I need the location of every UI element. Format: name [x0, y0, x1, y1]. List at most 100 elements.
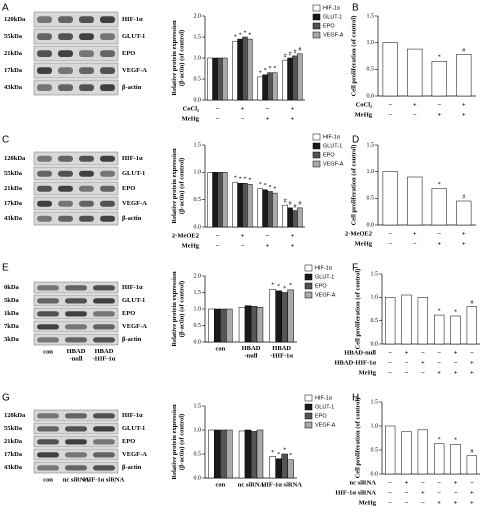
blot-band: [79, 170, 94, 177]
significance-mark: *: [234, 176, 237, 182]
bar: [257, 76, 263, 101]
condition-sign: +: [470, 489, 474, 496]
molecular-weight: 17kDa: [4, 451, 23, 458]
blot-strip: [33, 181, 119, 196]
legend-swatch: [304, 412, 313, 420]
molecular-weight: 21kDa: [4, 438, 23, 445]
protein-label: GLUT-1: [122, 170, 145, 177]
condition-label: MeHg: [182, 115, 200, 122]
blot-band: [65, 285, 87, 291]
blot-band: [100, 84, 115, 92]
bar: [275, 290, 282, 343]
blot-band: [79, 84, 94, 92]
bar: [417, 429, 428, 475]
blot-band: [65, 298, 87, 304]
condition-sign: −: [405, 499, 409, 506]
bar: [292, 55, 298, 101]
bar: [287, 207, 293, 228]
molecular-weight: 5kDa: [4, 297, 20, 304]
bar: [212, 57, 218, 101]
condition-sign: +: [266, 115, 270, 122]
bar: [242, 183, 248, 228]
bar: [292, 210, 298, 228]
condition-label: 2-MeOE2: [345, 230, 372, 237]
blot-band: [65, 324, 87, 330]
bar: [244, 305, 252, 343]
protein-label: HIF-1α: [122, 155, 143, 162]
blot-band: [37, 67, 52, 75]
condition-sign: −: [413, 111, 417, 118]
legend-label: VEGF-A: [315, 292, 336, 298]
blot-band: [100, 16, 115, 24]
blot-band: [65, 439, 87, 445]
significance-mark: *: [271, 283, 274, 289]
significance-mark: #: [293, 49, 296, 55]
molecular-weight: 3kDa: [4, 336, 20, 343]
significance-mark: #: [298, 47, 301, 53]
condition-sign: −: [216, 105, 220, 112]
x-tick-label: con: [215, 481, 225, 488]
blot-band: [93, 311, 115, 317]
protein-label: VEGF-A: [122, 67, 147, 74]
bar: [232, 181, 238, 228]
bar: [401, 294, 412, 345]
y-axis-label: Cell proliferation (of control): [354, 398, 361, 479]
significance-mark: #: [462, 194, 465, 200]
bar: [247, 184, 253, 228]
blot-band: [58, 215, 73, 222]
blot-band: [37, 285, 59, 291]
bar: [275, 458, 282, 479]
condition-sign: −: [413, 240, 417, 247]
condition-sign: +: [462, 101, 466, 108]
blot-band: [100, 33, 115, 41]
blot-band: [37, 311, 59, 317]
condition-sign: −: [388, 349, 392, 356]
significance-mark: #: [470, 449, 473, 455]
molecular-weight: 55kDa: [4, 170, 23, 177]
legend-swatch: [312, 31, 321, 39]
significance-mark: *: [454, 438, 457, 444]
bar: [282, 59, 288, 101]
condition-sign: +: [291, 232, 295, 239]
blot-band: [79, 215, 94, 222]
condition-sign: +: [437, 369, 441, 376]
condition-sign: +: [437, 111, 441, 118]
condition-sign: +: [421, 359, 425, 366]
bar: [466, 306, 477, 345]
condition-sign: +: [291, 105, 295, 112]
blot-band: [58, 185, 73, 192]
y-tick-label: 1.0: [194, 427, 202, 433]
condition-sign: +: [470, 369, 474, 376]
protein-label: EPO: [122, 50, 135, 57]
significance-mark: *: [454, 309, 457, 315]
y-tick-label: 1.0: [371, 423, 379, 429]
legend-label: HIF-1α: [323, 5, 341, 11]
blot-band: [37, 298, 59, 304]
significance-mark: *: [248, 178, 251, 184]
condition-sign: −: [437, 479, 441, 486]
y-tick-label: 1.0: [371, 295, 379, 301]
protein-label: GLUT-1: [122, 425, 145, 432]
legend-swatch: [304, 273, 313, 281]
condition-sign: −: [388, 479, 392, 486]
molecular-weight: 43kDa: [4, 464, 23, 471]
y-tick-label: 1.5: [367, 13, 375, 19]
blot-band: [100, 185, 115, 192]
significance-mark: *: [239, 32, 242, 38]
condition-sign: −: [421, 499, 425, 506]
blot-strip: [33, 151, 119, 166]
blot-band: [79, 50, 94, 58]
condition-sign: +: [413, 230, 417, 237]
condition-label: CoCl₂: [356, 101, 372, 108]
bar: [267, 72, 273, 101]
significance-mark: *: [289, 453, 292, 459]
blot-band: [65, 311, 87, 317]
legend-swatch: [304, 403, 313, 411]
bar: [434, 443, 445, 475]
y-tick-label: 1.5: [194, 34, 202, 40]
legend-label: VEGF-A: [315, 422, 336, 428]
blot-band: [58, 84, 73, 92]
condition-sign: −: [454, 359, 458, 366]
blot-band: [37, 170, 52, 177]
